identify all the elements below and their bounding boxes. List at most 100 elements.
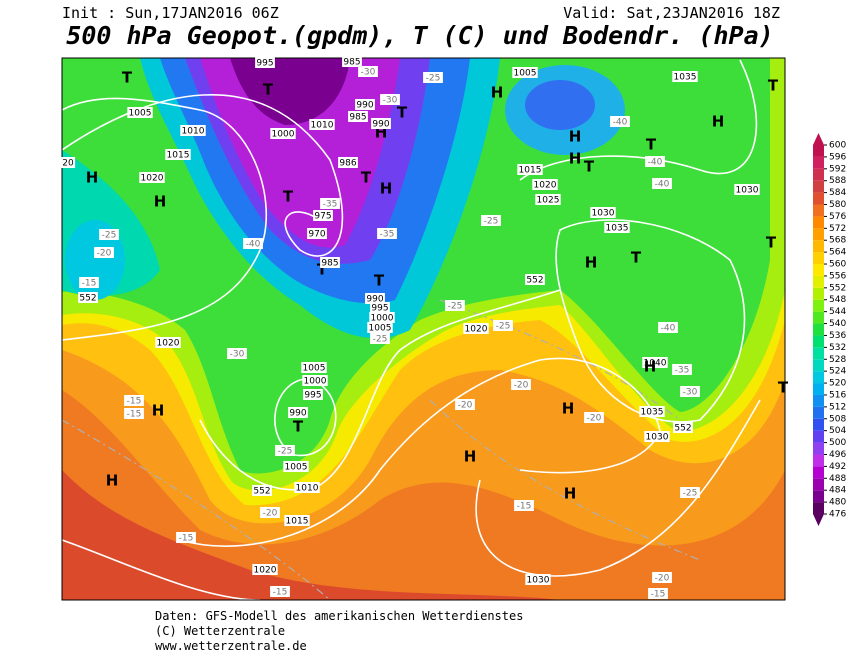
valid-time: Valid: Sat,23JAN2016 18Z	[563, 4, 780, 22]
isobar-label: 1030	[527, 576, 550, 586]
colorbar-label: 584	[829, 188, 846, 198]
label-box	[639, 406, 665, 417]
colorbar-swatch	[813, 323, 824, 336]
temperature-label: -20	[97, 249, 112, 259]
footer-line: www.wetterzentrale.de	[155, 639, 307, 653]
label-box	[648, 588, 668, 599]
label-box	[371, 118, 391, 129]
colorbar-arrow	[813, 514, 824, 526]
high-pressure-label: H	[86, 169, 99, 187]
temperature-label: -20	[263, 509, 278, 519]
colorbar-label: 572	[829, 224, 846, 234]
high-pressure-label: H	[106, 472, 119, 490]
label-box	[303, 389, 323, 400]
label-box	[610, 116, 630, 127]
colorbar-swatch	[813, 442, 824, 455]
temperature-label: -20	[458, 401, 473, 411]
label-box	[270, 128, 296, 139]
colorbar-label: 520	[829, 379, 846, 389]
label-box	[180, 125, 206, 136]
colorbar-swatch	[813, 347, 824, 360]
map-frame	[61, 57, 786, 601]
colorbar-label: 512	[829, 402, 846, 412]
label-box	[642, 357, 668, 368]
colorbar-swatch	[813, 430, 824, 443]
colorbar-label: 484	[829, 486, 846, 496]
isobar-label: 552	[253, 487, 270, 497]
isobar-label: 970	[308, 230, 325, 240]
label-box	[604, 222, 630, 233]
low-pressure-label: T	[766, 234, 777, 252]
isobar-label: 1005	[129, 109, 152, 119]
colorbar-swatch	[813, 383, 824, 395]
colorbar-label: 592	[829, 164, 846, 174]
isobar-label: 1030	[592, 209, 615, 219]
label-box	[358, 66, 378, 77]
colorbar-swatch	[813, 240, 824, 253]
label-box	[342, 56, 362, 67]
label-box	[243, 238, 263, 249]
colorbar-swatch	[813, 287, 824, 300]
label-box	[165, 149, 191, 160]
label-box	[338, 157, 358, 168]
low-pressure-label: T	[778, 379, 789, 397]
temperature-label: -30	[230, 350, 245, 360]
isobar-label: 1005	[514, 69, 537, 79]
label-box	[445, 300, 465, 311]
high-pressure-label: H	[569, 128, 582, 146]
isobar-label: 1000	[272, 130, 295, 140]
label-box	[512, 67, 538, 78]
temperature-label: -15	[651, 590, 666, 600]
isobar-label: 1010	[296, 484, 319, 494]
isobar-label: 20	[62, 159, 74, 169]
isobar-label: 1005	[303, 364, 326, 374]
high-pressure-label: H	[569, 150, 582, 168]
isobar-label: 1025	[537, 196, 560, 206]
temperature-label: -30	[361, 68, 376, 78]
isobar-label: 1030	[646, 433, 669, 443]
isobar-label: 1010	[182, 127, 205, 137]
temperature-label: -40	[246, 240, 261, 250]
isobar-label: 985	[343, 58, 360, 68]
colorbar-swatch	[813, 168, 824, 181]
isobar-label: 1035	[641, 408, 664, 418]
temperature-label: -25	[484, 217, 499, 227]
high-pressure-label: H	[644, 358, 657, 376]
isobar-label: 1000	[371, 314, 394, 324]
label-box	[127, 107, 153, 118]
isobar-label: 975	[314, 212, 331, 222]
label-box	[645, 156, 665, 167]
colorbar-swatch	[813, 335, 824, 348]
label-box	[227, 348, 247, 359]
label-box	[260, 507, 280, 518]
colorbar-swatch	[813, 359, 824, 372]
label-box	[355, 99, 375, 110]
label-box	[493, 320, 513, 331]
temperature-label: -25	[102, 231, 117, 241]
isobar-label: 986	[339, 159, 356, 169]
colorbar-label: 600	[829, 141, 846, 151]
label-box	[139, 172, 165, 183]
isobar-label: 1035	[674, 73, 697, 83]
label-box	[370, 333, 390, 344]
label-box	[652, 572, 672, 583]
high-pressure-label: H	[491, 84, 504, 102]
isobar-label: 1035	[606, 224, 629, 234]
colorbar-label: 492	[829, 462, 846, 472]
label-box	[463, 323, 489, 334]
isobar-label: 1015	[519, 166, 542, 176]
label-box	[367, 322, 393, 333]
label-box	[658, 322, 678, 333]
colorbar-label: 536	[829, 331, 846, 341]
colorbar-label: 580	[829, 200, 846, 210]
map-field	[62, 58, 785, 600]
colorbar-swatch	[813, 192, 824, 205]
colorbar-swatch	[813, 371, 824, 384]
low-pressure-label: T	[122, 69, 133, 87]
label-box	[525, 274, 545, 285]
label-box	[423, 72, 443, 83]
colorbar-label: 596	[829, 152, 846, 162]
colorbar-swatch	[813, 180, 824, 193]
label-box	[255, 57, 275, 68]
